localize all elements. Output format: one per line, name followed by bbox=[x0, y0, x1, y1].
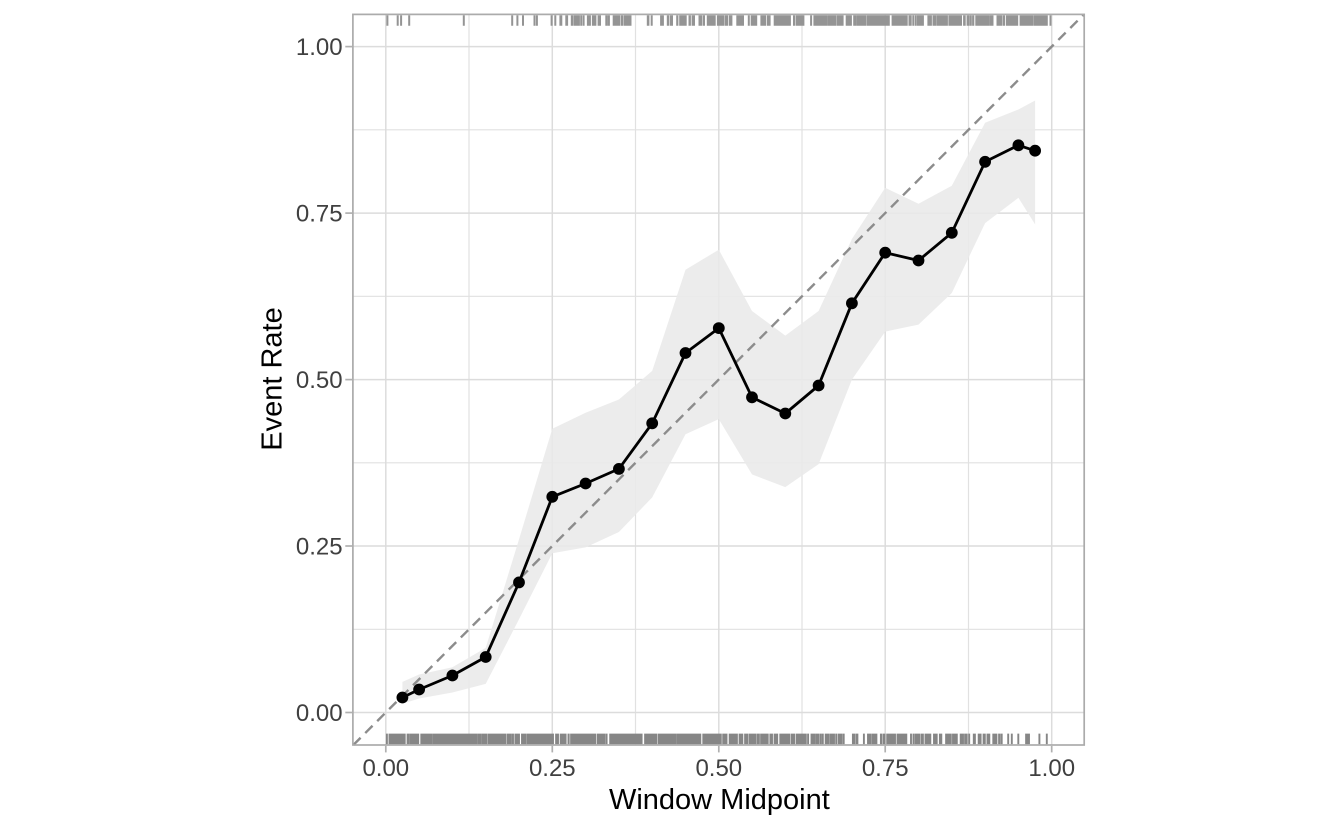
svg-text:0.00: 0.00 bbox=[362, 755, 409, 782]
svg-text:Window Midpoint: Window Midpoint bbox=[609, 784, 830, 816]
svg-text:1.00: 1.00 bbox=[296, 34, 343, 61]
svg-text:0.50: 0.50 bbox=[296, 367, 343, 394]
svg-text:0.00: 0.00 bbox=[296, 700, 343, 727]
svg-text:0.50: 0.50 bbox=[695, 755, 742, 782]
svg-text:0.75: 0.75 bbox=[296, 200, 343, 227]
svg-text:0.25: 0.25 bbox=[296, 533, 343, 560]
svg-text:1.00: 1.00 bbox=[1028, 755, 1075, 782]
svg-text:0.75: 0.75 bbox=[862, 755, 909, 782]
svg-text:Event Rate: Event Rate bbox=[257, 307, 289, 450]
svg-text:0.25: 0.25 bbox=[529, 755, 576, 782]
